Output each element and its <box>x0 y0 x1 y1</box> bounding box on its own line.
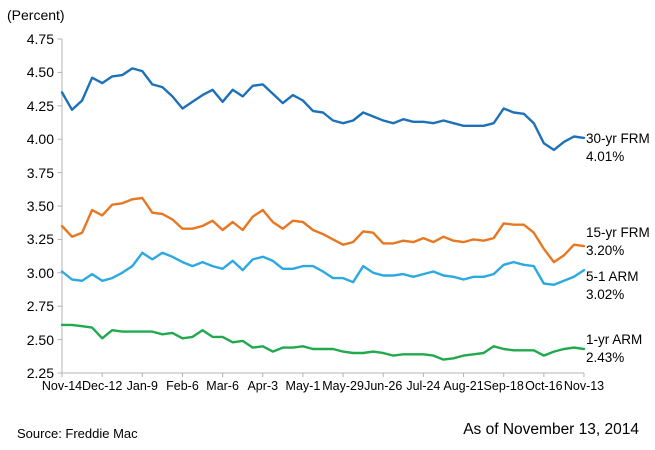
series-label-1yr-arm: 1-yr ARM 2.43% <box>586 331 642 366</box>
y-axis-tick-label: 2.50 <box>26 331 54 348</box>
as-of-date: As of November 13, 2014 <box>463 421 639 438</box>
axis-lines <box>61 39 584 374</box>
series-name: 15-yr FRM <box>586 225 650 240</box>
x-axis-tick-label: Nov-13 <box>563 379 605 393</box>
x-axis-tick-label: Sep-18 <box>483 379 524 393</box>
series-name: 5-1 ARM <box>586 269 639 284</box>
y-axis-tick-label: 3.50 <box>26 198 54 214</box>
series-label-5-1-arm: 5-1 ARM 3.02% <box>586 268 639 303</box>
y-axis-tick-label: 3.00 <box>26 264 54 281</box>
y-axis-tick-label: 2.25 <box>26 365 54 381</box>
x-axis-tick-label: Apr-3 <box>247 379 279 393</box>
x-axis-tick-label: Mar-6 <box>206 379 239 393</box>
series-line-15-yr-frm <box>60 196 586 264</box>
x-axis-tick-label: Nov-14 <box>41 379 83 393</box>
y-axis-tick-label: 4.50 <box>26 64 54 81</box>
y-axis-tick-label: 4.00 <box>26 131 54 148</box>
y-axis-tick-label: 3.25 <box>26 231 54 248</box>
series-end-value: 4.01% <box>586 148 625 164</box>
series-line-5-1-arm <box>60 251 586 286</box>
x-axis-tick-label: Jan-9 <box>126 379 158 393</box>
series-end-value: 2.43% <box>586 349 625 365</box>
x-axis-tick-label: Dec-12 <box>81 379 123 393</box>
series-label-15yr-frm: 15-yr FRM 3.20% <box>586 224 650 259</box>
x-axis-tick-label: Jun-26 <box>364 379 403 393</box>
x-axis-tick-label: Jul-24 <box>406 379 441 393</box>
source-attribution: Source: Freddie Mac <box>17 426 138 441</box>
y-axis-units-label: (Percent) <box>7 7 65 23</box>
series-name: 30-yr FRM <box>586 131 650 146</box>
x-axis-tick-label: May-29 <box>322 379 364 393</box>
x-axis-tick-label: Aug-21 <box>443 379 484 393</box>
series-label-30yr-frm: 30-yr FRM 4.01% <box>586 130 650 165</box>
series-end-value: 3.02% <box>586 286 625 302</box>
series-line-30-yr-frm <box>60 67 586 152</box>
series-line-1-yr-arm <box>60 323 586 361</box>
y-axis-tick-label: 4.75 <box>26 31 54 47</box>
y-axis-tick-label: 3.75 <box>26 164 54 181</box>
series-name: 1-yr ARM <box>586 332 643 347</box>
y-axis-tick-label: 2.75 <box>26 298 54 315</box>
x-axis-tick-label: May-1 <box>285 379 321 393</box>
series-end-value: 3.20% <box>586 242 625 258</box>
y-axis-tick-label: 4.25 <box>26 97 54 114</box>
x-axis-tick-label: Feb-6 <box>166 379 199 393</box>
x-axis-tick-label: Oct-16 <box>525 379 563 393</box>
